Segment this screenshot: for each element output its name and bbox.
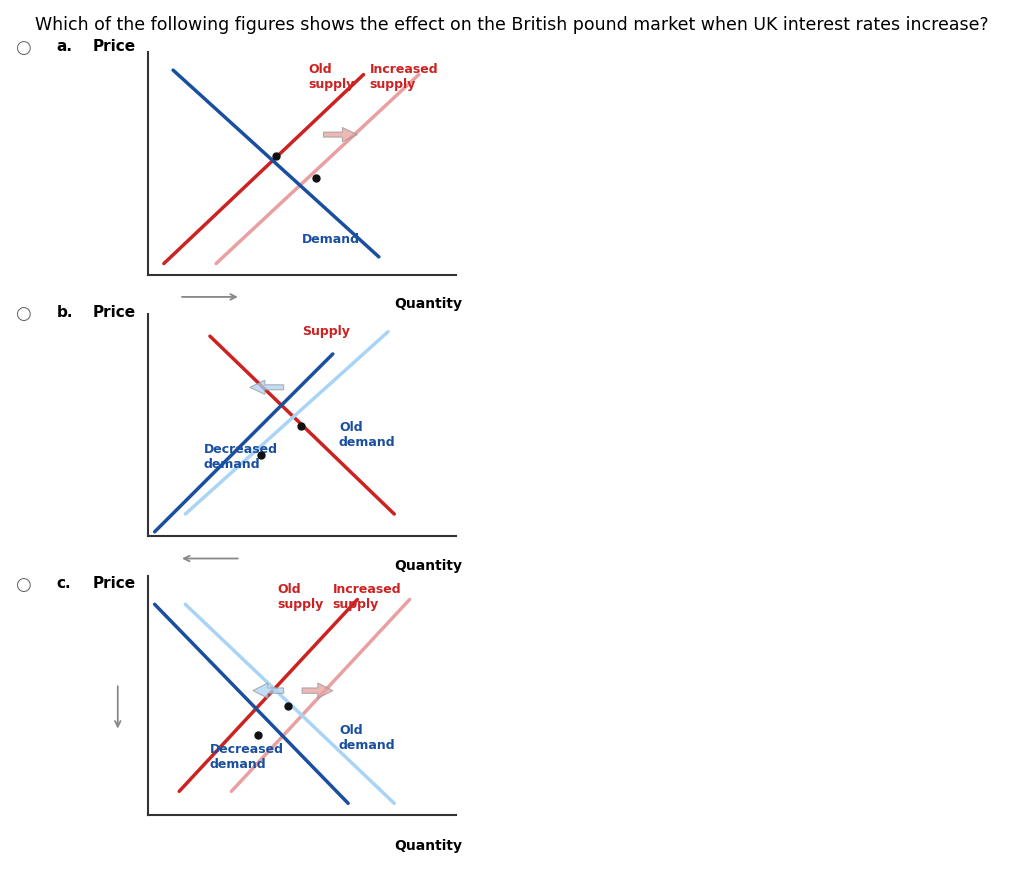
Text: Quantity: Quantity <box>394 559 462 573</box>
Text: Increased
supply: Increased supply <box>370 64 438 92</box>
FancyArrow shape <box>250 380 284 394</box>
FancyArrow shape <box>324 127 357 141</box>
Text: ○: ○ <box>15 39 31 58</box>
Text: Old
demand: Old demand <box>339 724 395 753</box>
Text: Old
supply: Old supply <box>278 582 324 610</box>
Text: Demand: Demand <box>302 233 360 246</box>
Text: Price: Price <box>92 305 135 320</box>
Text: Quantity: Quantity <box>394 296 462 311</box>
Text: ○: ○ <box>15 576 31 594</box>
FancyArrow shape <box>253 683 284 698</box>
Text: Which of the following figures shows the effect on the British pound market when: Which of the following figures shows the… <box>35 16 989 34</box>
Text: Decreased
demand: Decreased demand <box>210 743 284 772</box>
Text: Increased
supply: Increased supply <box>333 582 401 610</box>
Text: Price: Price <box>92 39 135 54</box>
Text: Supply: Supply <box>302 325 350 338</box>
Text: Old
supply: Old supply <box>308 64 354 92</box>
Text: Old
demand: Old demand <box>339 420 395 449</box>
Text: Price: Price <box>92 576 135 590</box>
Text: b.: b. <box>56 305 73 320</box>
Text: c.: c. <box>56 576 71 590</box>
Text: ○: ○ <box>15 305 31 324</box>
FancyArrow shape <box>302 683 333 698</box>
Text: a.: a. <box>56 39 73 54</box>
Text: Quantity: Quantity <box>394 839 462 854</box>
Text: Decreased
demand: Decreased demand <box>204 443 278 471</box>
